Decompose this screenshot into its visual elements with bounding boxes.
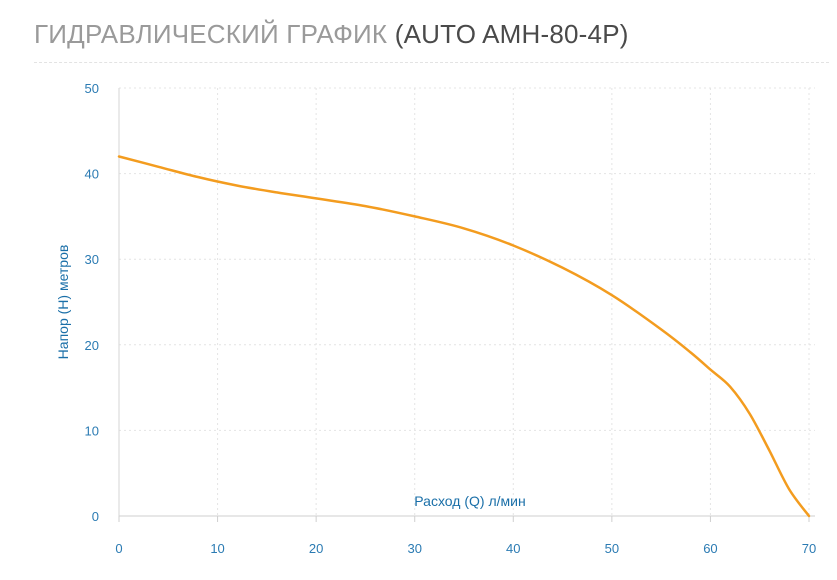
pump-model: (AUTO AMH-80-4P) [394, 19, 629, 49]
pump-curve-line [117, 155, 811, 518]
x-tick-label: 10 [210, 541, 224, 556]
labels: 0 10 20 30 40 50 60 70 0 10 20 30 40 50 Расход (Q) л/м… [55, 81, 816, 556]
grid [119, 87, 815, 516]
y-tick-label: 20 [85, 338, 99, 353]
x-tick-label: 20 [309, 541, 323, 556]
y-tick-label: 50 [85, 81, 99, 96]
y-tick-label: 30 [85, 252, 99, 267]
x-axis-title: Расход (Q) л/мин [414, 493, 525, 509]
y-tick-label: 40 [85, 167, 99, 182]
x-tick-label: 40 [506, 541, 520, 556]
x-tick-label: 50 [605, 541, 619, 556]
x-tick-label: 0 [115, 541, 122, 556]
x-tick-label: 60 [703, 541, 717, 556]
x-tick-label: 30 [407, 541, 421, 556]
x-tick-label: 70 [802, 541, 816, 556]
header-divider [34, 62, 829, 63]
chart-header: ГИДРАВЛИЧЕСКИЙ ГРАФИК (AUTO AMH-80-4P) [34, 14, 629, 54]
y-tick-label: 0 [92, 509, 99, 524]
y-tick-label: 10 [85, 423, 99, 438]
chart-title: ГИДРАВЛИЧЕСКИЙ ГРАФИК [34, 19, 388, 49]
series-layer [117, 155, 811, 518]
y-axis-title: Напор (Н) метров [55, 245, 71, 360]
axes [118, 88, 815, 522]
